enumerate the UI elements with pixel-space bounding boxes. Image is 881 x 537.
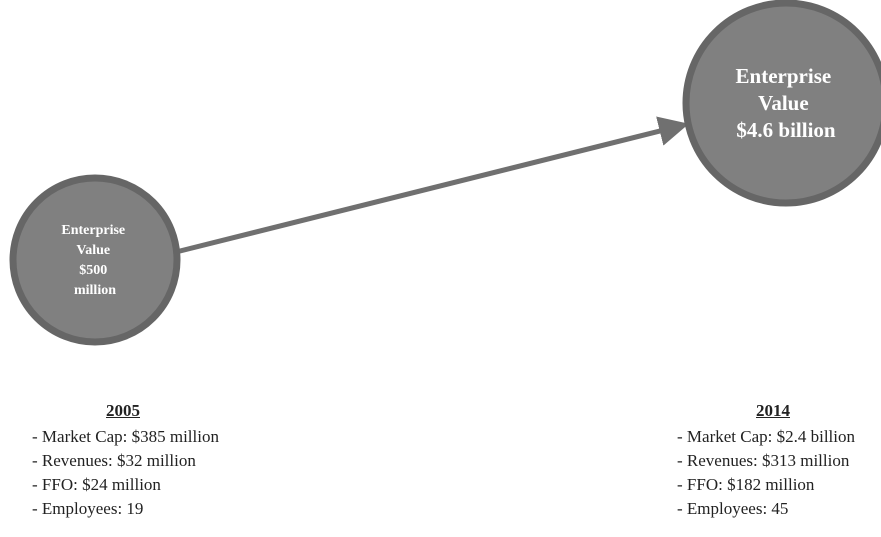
start-node-line: million — [74, 283, 116, 298]
start-node-label: Enterprise Value $500 million — [61, 223, 128, 298]
start-node-circle — [9, 174, 181, 346]
start-node-line: $500 — [79, 263, 107, 278]
stat-item: - Market Cap: $385 million — [32, 427, 219, 446]
block-2014: 2014 - Market Cap: $2.4 billion - Revenu… — [677, 399, 855, 521]
stat-item: - FFO: $24 million — [32, 475, 161, 494]
end-node-line: Value — [758, 91, 809, 115]
end-node-line: $4.6 billion — [736, 118, 836, 142]
end-node-circle — [682, 0, 881, 207]
stat-item: - Employees: 19 — [32, 499, 144, 518]
stat-item: - Employees: 45 — [677, 499, 789, 518]
end-node-label: Enterprise Value $4.6 billion — [736, 64, 837, 142]
stat-item: - Revenues: $313 million — [677, 451, 850, 470]
stat-item: - FFO: $182 million — [677, 475, 815, 494]
stat-item: - Market Cap: $2.4 billion — [677, 427, 856, 446]
stats-list: - Market Cap: $385 million - Revenues: $… — [32, 425, 219, 521]
end-node-line: Enterprise — [736, 64, 832, 88]
start-node-line: Value — [76, 243, 110, 258]
block-year: 2005 — [106, 401, 140, 420]
stats-list: - Market Cap: $2.4 billion - Revenues: $… — [677, 425, 855, 521]
stat-item: - Revenues: $32 million — [32, 451, 196, 470]
growth-arrow — [175, 116, 689, 255]
block-2005: 2005 - Market Cap: $385 million - Revenu… — [32, 399, 219, 521]
start-node-line: Enterprise — [61, 223, 125, 238]
block-year: 2014 — [756, 401, 790, 420]
